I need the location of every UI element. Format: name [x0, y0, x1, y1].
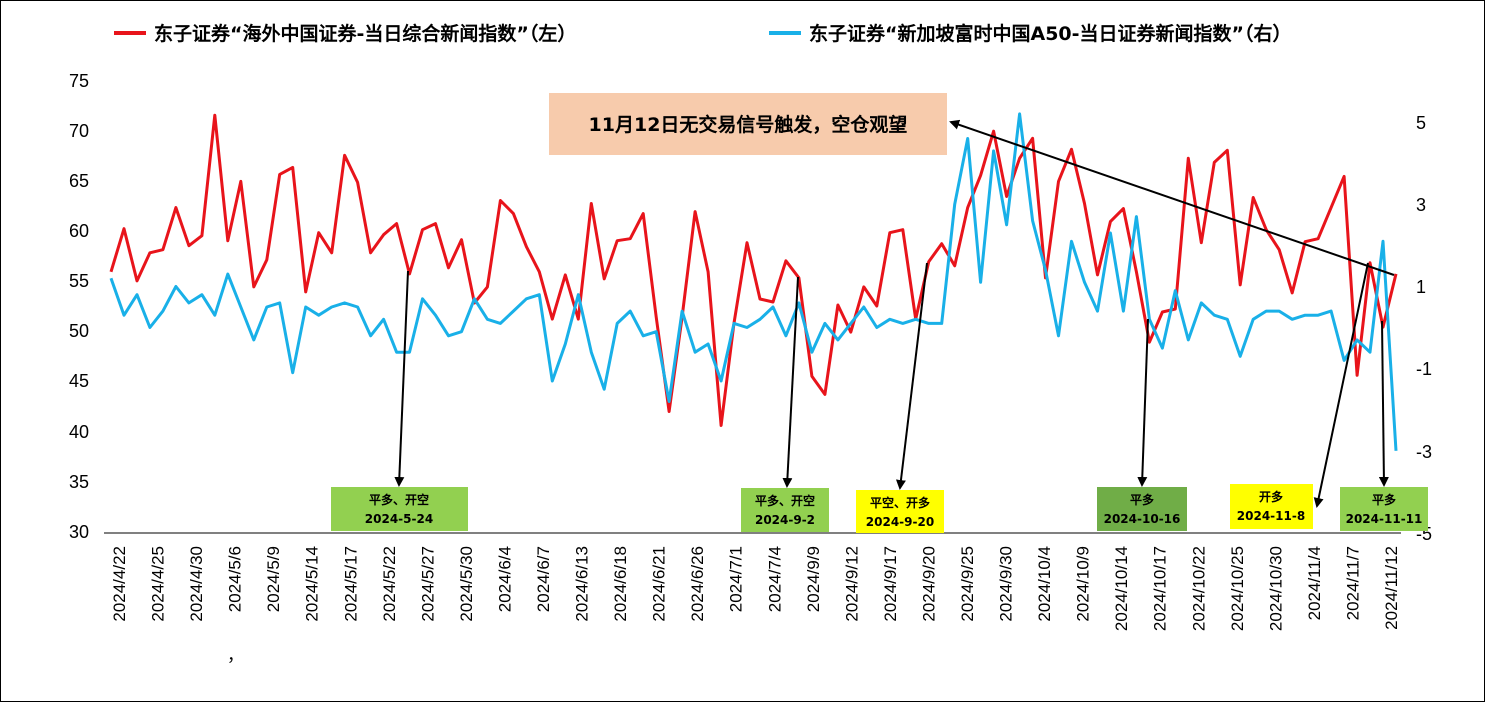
x-tick-label: 2024/10/17 [1151, 546, 1170, 631]
x-tick-label: 2024/7/4 [765, 546, 784, 612]
x-tick-label: 2024/4/22 [110, 546, 129, 622]
note-callout: 11月12日无交易信号触发，空仓观望 [549, 93, 947, 155]
x-tick-label: 2024/5/6 [226, 546, 245, 612]
x-tick-label: 2024/9/25 [958, 546, 977, 622]
x-tick-label: 2024/9/12 [842, 546, 861, 622]
left-tick-label: 40 [69, 422, 89, 442]
x-tick-label: 2024/11/12 [1382, 546, 1401, 630]
left-tick-label: 30 [69, 522, 89, 542]
series-line-red-left [109, 113, 1398, 427]
x-tick-label: 2024/9/9 [804, 546, 823, 612]
x-tick-label: 2024/6/26 [688, 546, 707, 622]
x-tick-label: 2024/9/30 [997, 546, 1016, 622]
note-text: 11月12日无交易信号触发，空仓观望 [589, 113, 908, 136]
x-tick-label: 2024/6/13 [573, 546, 592, 622]
right-tick-label: 1 [1416, 277, 1426, 297]
x-tick-label: 2024/7/1 [727, 546, 746, 612]
legend-label-right-series: 东子证券“新加坡富时中国A50-当日证券新闻指数”（右） [809, 22, 1292, 45]
x-tick-label: 2024/11/4 [1305, 546, 1324, 620]
x-axis: 2024/4/22 2024/4/25 2024/4/30 2024/5/6 2024/… [110, 546, 1401, 631]
signal-arrows [394, 119, 1395, 508]
left-tick-label: 70 [69, 121, 89, 141]
signal-box-4 [1097, 487, 1187, 531]
legend-label-left-series: 东子证券“海外中国证券-当日综合新闻指数”（左） [154, 22, 576, 45]
left-tick-label: 35 [69, 472, 89, 492]
signal-box-2 [741, 488, 829, 532]
x-tick-label: 2024/9/17 [881, 546, 900, 622]
stray-comma-mark: ， [227, 646, 244, 665]
series-layer [109, 112, 1398, 451]
signal-box-6 [1340, 487, 1428, 531]
x-tick-label: 2024/6/18 [611, 546, 630, 622]
signal-action-3: 平空、开多 [870, 495, 930, 510]
x-tick-label: 2024/5/9 [264, 546, 283, 612]
note-box [549, 93, 947, 155]
arrow-signal-5 [1313, 262, 1369, 508]
x-tick-label: 2024/10/30 [1266, 546, 1285, 631]
arrow-signal-2 [782, 276, 799, 488]
signal-date-6: 2024-11-11 [1346, 512, 1423, 526]
left-tick-label: 55 [69, 271, 89, 291]
arrow-signal-3 [895, 262, 928, 490]
x-tick-label: 2024/6/7 [534, 546, 553, 612]
signal-action-4: 平多 [1130, 492, 1154, 507]
arrow-note [949, 119, 1395, 276]
x-tick-label: 2024/11/7 [1343, 546, 1362, 620]
x-tick-label: 2024/4/30 [187, 546, 206, 622]
x-tick-label: 2024/5/30 [457, 546, 476, 622]
arrow-signal-1 [394, 270, 409, 487]
x-tick-label: 2024/5/27 [418, 546, 437, 622]
signal-box-1 [331, 487, 468, 531]
signal-date-3: 2024-9-20 [866, 515, 934, 529]
right-axis: -5 -3 -1 1 3 5 [1416, 113, 1432, 544]
right-tick-label: -1 [1416, 359, 1432, 379]
x-tick-label: 2024/10/14 [1112, 546, 1131, 631]
x-tick-label: 2024/9/20 [919, 546, 938, 622]
left-tick-label: 45 [69, 371, 89, 391]
left-tick-label: 65 [69, 171, 89, 191]
x-tick-label: 2024/6/4 [495, 546, 514, 612]
signal-date-4: 2024-10-16 [1104, 512, 1181, 526]
signal-date-5: 2024-11-8 [1237, 509, 1305, 523]
left-tick-label: 50 [69, 321, 89, 341]
signal-action-5: 开多 [1259, 489, 1283, 504]
signal-boxes: 平多、开空 2024-5-24 平多、开空 2024-9-2 平空、开多 202… [331, 484, 1428, 533]
series-line-blue-right [109, 112, 1398, 451]
right-tick-label: 5 [1416, 113, 1426, 133]
right-tick-label: -3 [1416, 442, 1432, 462]
signal-action-2: 平多、开空 [755, 493, 815, 508]
x-tick-label: 2024/10/9 [1074, 546, 1093, 622]
signal-date-2: 2024-9-2 [755, 513, 815, 527]
left-tick-label: 60 [69, 221, 89, 241]
x-tick-label: 2024/4/25 [149, 546, 168, 622]
left-tick-label: 75 [69, 71, 89, 91]
legend: 东子证券“海外中国证券-当日综合新闻指数”（左） 东子证券“新加坡富时中国A50… [114, 22, 1292, 45]
x-tick-label: 2024/10/25 [1228, 546, 1247, 631]
x-tick-label: 2024/10/4 [1035, 546, 1054, 622]
signal-action-1: 平多、开空 [369, 492, 429, 507]
right-tick-label: 3 [1416, 195, 1426, 215]
signal-box-3 [856, 490, 944, 533]
arrow-signal-6 [1378, 320, 1389, 487]
x-tick-label: 2024/5/22 [380, 546, 399, 622]
x-tick-label: 2024/5/14 [303, 546, 322, 622]
x-tick-label: 2024/5/17 [341, 546, 360, 622]
signal-box-5 [1230, 484, 1313, 529]
x-tick-label: 2024/6/21 [650, 546, 669, 622]
signal-date-1: 2024-5-24 [365, 512, 433, 526]
x-tick-label: 2024/10/22 [1189, 546, 1208, 631]
arrow-signal-4 [1137, 318, 1149, 487]
left-axis: 30 35 40 45 50 55 60 65 70 75 [69, 71, 89, 542]
signal-action-6: 平多 [1372, 492, 1396, 507]
